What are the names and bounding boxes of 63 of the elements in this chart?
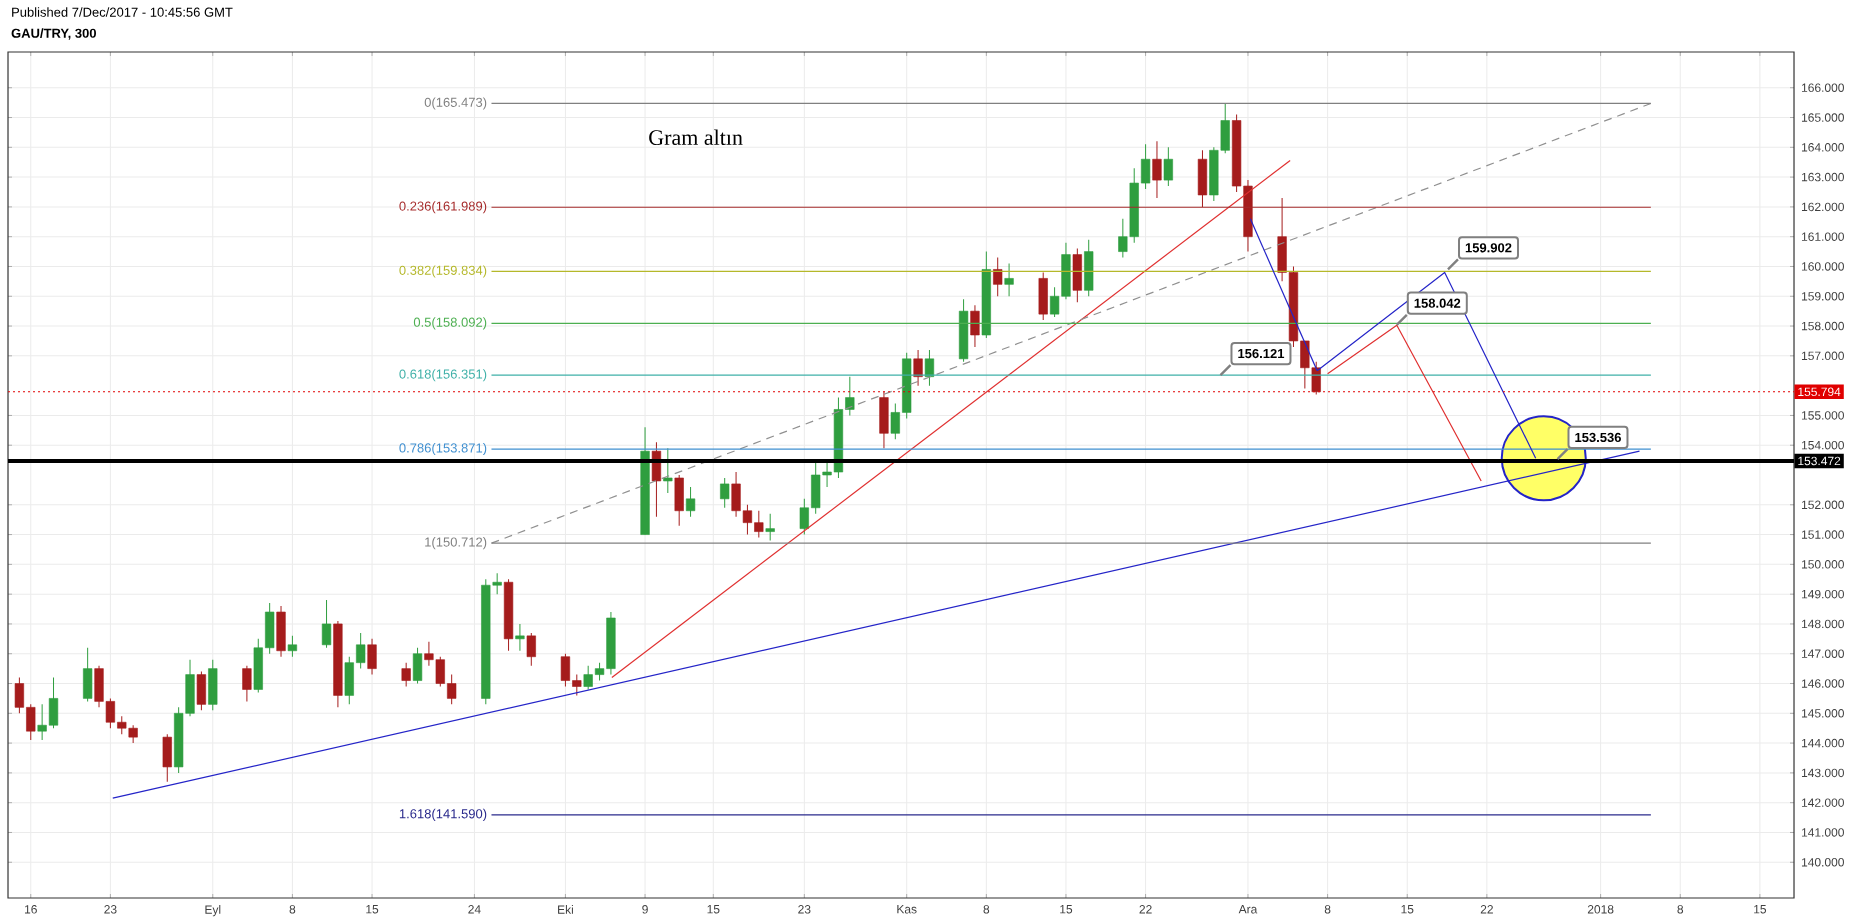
y-tick-label: 160.000: [1801, 262, 1844, 271]
x-tick-label: 15: [1060, 905, 1073, 914]
y-tick-label: 141.000: [1801, 828, 1844, 837]
y-tick-label: 163.000: [1801, 172, 1844, 182]
series-label: 0.786(153.871): [399, 443, 487, 456]
y-tick-label: 154.000: [1801, 440, 1844, 450]
annotation: 159.902: [1465, 243, 1512, 253]
y-tick-label: 157.000: [1801, 351, 1844, 361]
x-tick-label: 15: [366, 905, 379, 914]
series-label: 0.236(161.989): [399, 201, 487, 214]
x-tick-label: 8: [289, 905, 296, 914]
x-tick-label: 22: [1139, 905, 1152, 914]
series-label: 0(165.473): [424, 97, 487, 110]
y-tick-label: 144.000: [1801, 738, 1844, 748]
y-tick-label: 151.000: [1801, 530, 1844, 539]
series-label: 0.618(156.351): [399, 369, 487, 382]
x-tick-label: Ara: [1238, 905, 1258, 914]
x-tick-label: 15: [1401, 905, 1414, 914]
x-tick-label: 2018: [1587, 905, 1614, 914]
series-label: 1.618(141.590): [399, 808, 487, 821]
y-tick-label: 155.000: [1801, 411, 1844, 420]
y-tick-label: 148.000: [1801, 619, 1844, 629]
x-tick-label: 8: [983, 905, 990, 914]
y-tick-label: 164.000: [1801, 143, 1844, 152]
y-tick-label: 149.000: [1801, 589, 1844, 599]
x-tick-label: 15: [1754, 905, 1767, 914]
text: Gram altın: [649, 129, 743, 146]
x-tick-label: Eyl: [205, 905, 221, 917]
x-tick-label: 24: [468, 905, 481, 914]
x-tick-label: 23: [104, 905, 117, 914]
ref-line-label: 153.472: [1798, 456, 1841, 466]
x-tick-label: Eki: [558, 905, 573, 914]
y-tick-label: 158.000: [1801, 321, 1844, 331]
y-tick-label: 147.000: [1801, 649, 1844, 658]
series-label: 1(150.712): [425, 537, 487, 550]
x-tick-label: 8: [1677, 905, 1684, 914]
chart-subtitle: GAU/TRY, 300: [11, 28, 96, 40]
x-tick-label: 8: [1324, 905, 1331, 914]
annotation: 156.121: [1238, 348, 1285, 359]
x-tick-label: 23: [798, 905, 811, 914]
y-tick-label: 146.000: [1801, 679, 1844, 688]
series-label: 0.5(158.092): [413, 317, 487, 330]
x-tick-label: 22: [1480, 905, 1493, 914]
x-tick-label: 15: [707, 905, 720, 914]
ref-line-label: 155.794: [1798, 387, 1841, 397]
y-tick-label: 161.000: [1801, 232, 1844, 241]
y-tick-label: 143.000: [1801, 768, 1844, 778]
y-tick-label: 150.000: [1801, 560, 1844, 569]
x-tick-label: 9: [642, 905, 648, 914]
y-tick-label: 166.000: [1801, 83, 1844, 92]
y-tick-label: 159.000: [1801, 292, 1844, 301]
annotation: 153.536: [1575, 432, 1621, 443]
text: Published 7/Dec/2017 - 10:45:56 GMT: [12, 7, 233, 17]
x-tick-label: Kas: [897, 905, 917, 914]
y-tick-label: 142.000: [1801, 798, 1844, 807]
y-tick-label: 140.000: [1801, 858, 1844, 867]
y-tick-label: 145.000: [1801, 709, 1844, 718]
y-tick-label: 152.000: [1801, 500, 1844, 510]
annotation: 158.042: [1414, 298, 1461, 308]
y-tick-label: 165.000: [1801, 113, 1844, 122]
y-tick-label: 162.000: [1801, 202, 1844, 212]
series-label: 0.382(159.834): [399, 265, 487, 278]
x-tick-label: 16: [25, 905, 37, 914]
